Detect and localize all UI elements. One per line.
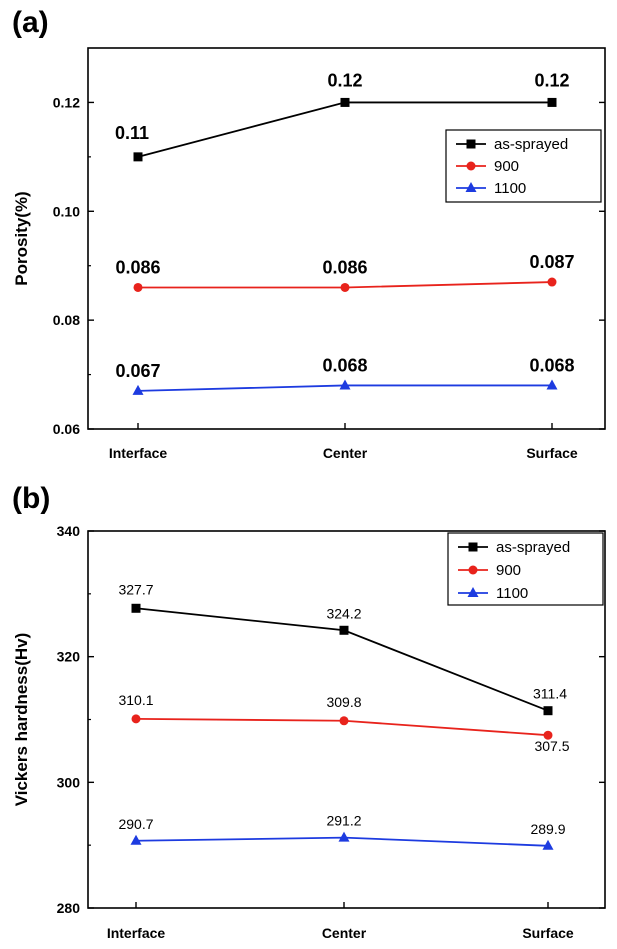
data-point [338,831,350,842]
chart-panel-a: (a) 0.06 0.08 0.10 0.12 Interface Center Surfac… [12,6,606,461]
legend-marker [466,139,476,149]
data-label: 289.9 [530,821,565,837]
legend-label: 900 [494,158,519,175]
y-tick-label: 0.10 [53,203,80,219]
data-point [132,384,144,395]
plot-frame [87,47,606,430]
legend-marker [467,587,479,597]
data-point [546,379,558,390]
y-tick-label: 0.08 [53,312,80,328]
legend-label: as-sprayed [496,539,570,556]
data-label: 324.2 [326,605,361,621]
legend-label: 900 [496,562,521,579]
legend: as-sprayed 900 1100 [447,532,604,606]
data-point [547,277,557,287]
series-1100: 0.067 0.068 0.068 [115,355,575,395]
series-900: 310.1 309.8 307.5 [118,692,569,754]
data-point [339,379,351,390]
data-label: 0.087 [529,252,574,272]
data-point [543,730,553,740]
y-tick-label: 300 [57,774,81,790]
data-label: 290.7 [118,816,153,832]
x-tick-label: Center [322,925,367,941]
data-point [339,625,349,635]
legend-marker [466,161,476,171]
data-label: 291.2 [326,813,361,829]
data-label: 327.7 [118,581,153,597]
legend-label: 1100 [496,585,528,602]
chart-panel-b: (b) 280 300 320 340 Interface Center Surface Vic… [12,482,606,941]
x-tick-label: Interface [107,925,166,941]
data-label: 0.068 [322,355,367,375]
data-point [131,603,141,613]
x-tick-label: Surface [526,445,578,461]
data-label: 0.12 [534,70,569,90]
data-point [340,97,350,107]
series-1100: 290.7 291.2 289.9 [118,813,566,850]
data-point [131,714,141,724]
series-as-sprayed: 327.7 324.2 311.4 [118,581,567,716]
x-tick-label: Interface [109,445,168,461]
data-point [543,706,553,716]
series-900: 0.086 0.086 0.087 [115,252,575,292]
data-label: 0.086 [115,257,160,277]
legend-label: 1100 [494,180,526,197]
data-label: 0.11 [115,123,149,143]
legend-marker [465,182,477,192]
data-label: 311.4 [533,686,567,702]
y-tick-label: 280 [57,900,81,916]
data-label: 0.086 [322,257,367,277]
data-label: 309.8 [326,694,361,710]
y-axis-label: Porosity(%) [12,191,31,285]
data-label: 307.5 [534,738,569,754]
legend: as-sprayed 900 1100 [445,129,602,203]
data-point [547,97,557,107]
data-label: 0.12 [327,70,362,90]
y-tick-label: 0.12 [53,94,80,110]
data-point [340,282,350,292]
data-point [133,282,143,292]
y-tick-label: 340 [57,523,81,539]
y-axis-label: Vickers hardness(Hv) [12,633,31,807]
data-point [130,834,142,845]
series-as-sprayed: 0.11 0.12 0.12 [115,70,570,162]
y-tick-label: 0.06 [53,421,80,437]
data-label: 0.068 [529,355,574,375]
x-tick-label: Center [323,445,368,461]
data-point [133,152,143,162]
legend-label: as-sprayed [494,136,568,153]
data-label: 310.1 [118,692,153,708]
y-tick-label: 320 [57,649,81,665]
legend-marker [468,542,478,552]
x-tick-label: Surface [522,925,574,941]
panel-label: (b) [12,482,50,515]
panel-label: (a) [12,6,49,39]
data-label: 0.067 [115,361,160,381]
data-point [339,716,349,726]
data-point [542,839,554,850]
legend-marker [468,565,478,575]
